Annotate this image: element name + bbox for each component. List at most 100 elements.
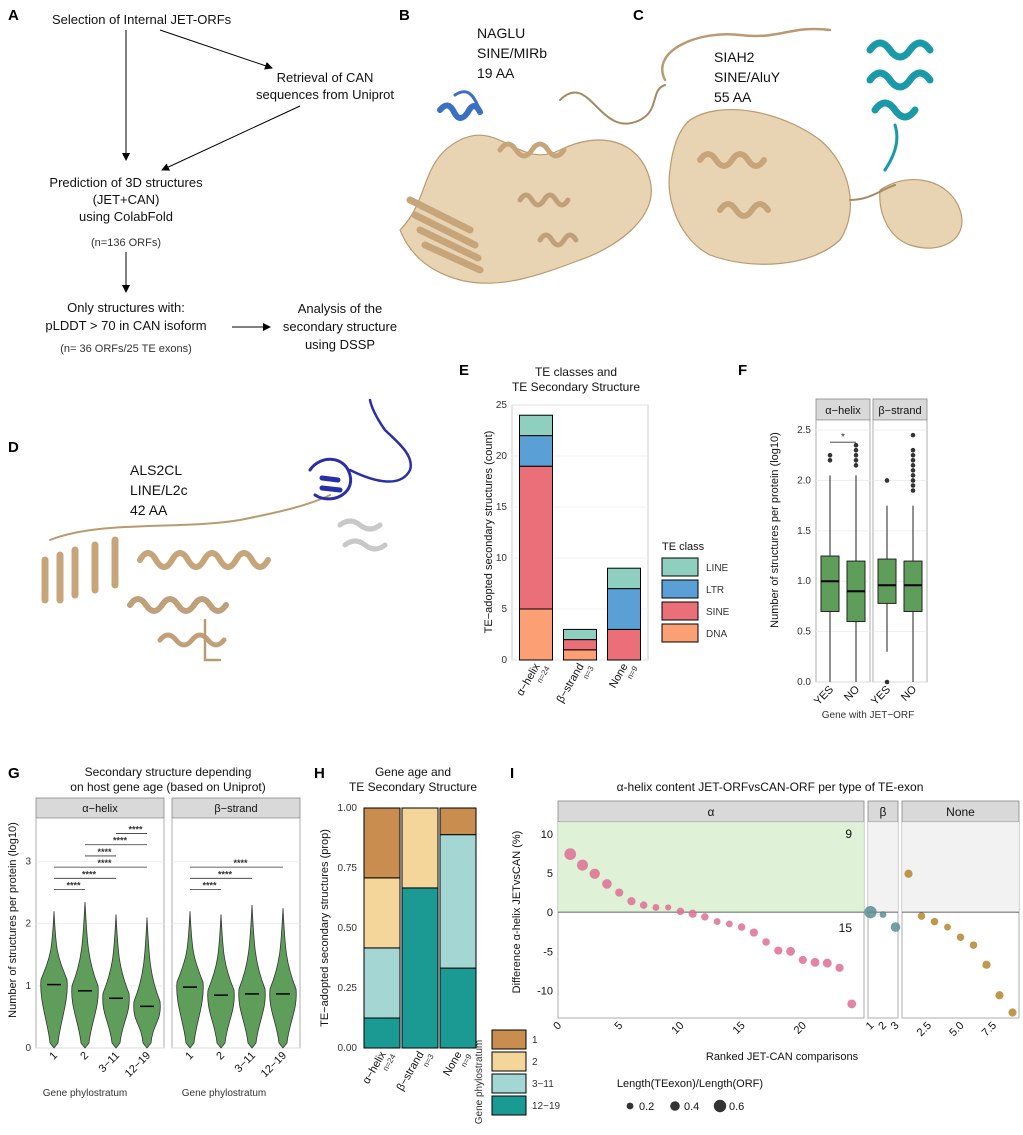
chart-f-facet-panel bbox=[872, 419, 928, 683]
flow-retrieval-1: Retrieval of CAN bbox=[277, 70, 374, 85]
chart-i-y-tick: 0 bbox=[547, 907, 553, 919]
chart-e-y-ticks: 0 5 10 15 20 25 bbox=[496, 400, 508, 666]
chart-i-x-tick: 2 bbox=[876, 1020, 889, 1033]
chart-f-y-tick: 2.5 bbox=[797, 425, 811, 436]
chart-g-y-tick: 1 bbox=[25, 981, 31, 992]
chart-e-y-label: TE−adopted secondary structures (count) bbox=[483, 431, 495, 634]
chart-e-bars bbox=[519, 414, 641, 661]
chart-g-y-tick: 0 bbox=[25, 1043, 31, 1054]
chart-f-outlier bbox=[910, 473, 916, 478]
chart-h-legend-swatch bbox=[491, 1051, 527, 1072]
chart-i-x-tick: 2.5 bbox=[915, 1020, 934, 1039]
struct-c-gene: SIAH2 bbox=[714, 49, 755, 65]
chart-g-y-tick: 3 bbox=[25, 857, 31, 868]
chart-h-bar-segment bbox=[401, 887, 439, 1049]
chart-f-outlier bbox=[853, 458, 859, 463]
chart-g-signif: **** bbox=[82, 869, 97, 879]
flow-only-1: Only structures with: bbox=[67, 300, 185, 315]
chart-i-point bbox=[956, 933, 965, 941]
chart-i-size-legend-label: 0.2 bbox=[639, 1101, 654, 1113]
chart-f-outlier bbox=[884, 478, 890, 483]
chart-f-x-tick: YES bbox=[869, 684, 893, 708]
chart-f-outlier bbox=[910, 468, 916, 473]
chart-g-violin bbox=[238, 905, 266, 1049]
chart-f-box bbox=[820, 555, 840, 612]
chart-h-bars bbox=[363, 807, 477, 1049]
chart-i-point bbox=[701, 913, 709, 921]
chart-g-signif: **** bbox=[97, 847, 112, 857]
chart-g-signif: **** bbox=[202, 880, 217, 890]
chart-h-legend-label: 1 bbox=[532, 1035, 538, 1046]
chart-f-outlier bbox=[853, 463, 859, 468]
chart-g-x-label-2: Gene phylostratum bbox=[182, 1088, 267, 1099]
chart-i-x-tick: 10 bbox=[669, 1020, 686, 1037]
chart-f-outlier bbox=[853, 442, 859, 448]
chart-g-x-tick: 2 bbox=[78, 1050, 91, 1063]
chart-g-violin bbox=[71, 901, 99, 1049]
chart-i-shade bbox=[868, 822, 898, 913]
chart-i-point bbox=[982, 960, 991, 969]
chart-g-violin bbox=[176, 911, 204, 1049]
panel-c: C SIAH2 SINE/AluY 55 AA bbox=[633, 7, 963, 265]
struct-b-len: 19 AA bbox=[477, 65, 515, 81]
panel-h: H Gene age and TE Secondary Structure 0.… bbox=[314, 765, 561, 1124]
chart-h-bar-segment bbox=[401, 807, 439, 889]
panel-d: D ALS2CL LINE/L2c 42 AA bbox=[8, 398, 413, 662]
chart-e-y-tick: 25 bbox=[496, 400, 508, 411]
chart-e-legend-title: TE class bbox=[662, 541, 705, 553]
panel-label-h: H bbox=[314, 765, 325, 782]
chart-i-point bbox=[774, 946, 783, 955]
chart-g-violin bbox=[102, 914, 130, 1049]
chart-h-title: Gene age and bbox=[375, 765, 451, 779]
chart-g-title: Secondary structure depending bbox=[85, 765, 252, 779]
chart-g-violin bbox=[207, 914, 235, 1049]
protein-structure-d bbox=[41, 398, 413, 662]
chart-e-legend-label: SINE bbox=[706, 607, 730, 618]
chart-e-y-tick: 20 bbox=[496, 451, 508, 462]
chart-i-x-tick: 3 bbox=[889, 1020, 902, 1033]
chart-f-x-tick: NO bbox=[899, 683, 919, 703]
chart-i-point bbox=[762, 938, 770, 946]
chart-i-size-legend-label: 0.6 bbox=[729, 1101, 744, 1113]
panel-label-b: B bbox=[399, 7, 410, 24]
chart-i-facets: α 0 5 10 15 20 β 1 2 3 None 2.5 5.0 7.5 10 5 0 -5 -10 9 15 bbox=[537, 800, 1020, 1039]
chart-i-y-tick: 10 bbox=[541, 829, 553, 841]
flow-predict-4: (n=136 ORFs) bbox=[91, 237, 161, 249]
chart-h-legend-label: 2 bbox=[532, 1057, 538, 1068]
chart-e-bar-sine bbox=[607, 628, 641, 661]
chart-f-box bbox=[877, 558, 897, 604]
struct-d-len: 42 AA bbox=[130, 502, 168, 518]
chart-i-title: α-helix content JET-ORFvsCAN-ORF per typ… bbox=[617, 780, 924, 794]
chart-i-x-tick: 7.5 bbox=[980, 1020, 999, 1039]
chart-f-outlier bbox=[853, 452, 859, 458]
flow-predict-3: using ColabFold bbox=[79, 209, 173, 224]
chart-e-bar-dna bbox=[519, 608, 553, 661]
flow-predict-2: (JET+CAN) bbox=[93, 192, 160, 207]
chart-f-outlier bbox=[884, 679, 890, 685]
chart-g-signif: **** bbox=[233, 858, 248, 868]
chart-h-bar-segment bbox=[363, 947, 401, 1019]
chart-f-x-tick: NO bbox=[842, 683, 862, 703]
chart-i-shade bbox=[558, 822, 864, 913]
chart-i-point bbox=[627, 897, 636, 906]
struct-b-gene: NAGLU bbox=[477, 25, 525, 41]
chart-i-count-below: 15 bbox=[839, 921, 853, 935]
chart-i-point bbox=[847, 999, 857, 1009]
chart-i-point bbox=[639, 901, 648, 909]
chart-f-outlier bbox=[910, 432, 916, 438]
chart-i-point bbox=[576, 859, 588, 871]
chart-e-legend: LINE LTR SINE DNA bbox=[661, 557, 730, 643]
chart-i-point bbox=[676, 907, 685, 916]
chart-e-legend-swatch-dna bbox=[661, 623, 699, 643]
chart-i-point bbox=[810, 957, 820, 967]
chart-i-size-legend-label: 0.4 bbox=[684, 1101, 699, 1113]
chart-i-point bbox=[564, 848, 577, 860]
chart-h-y-tick: 0.75 bbox=[338, 863, 358, 874]
chart-f-y-tick: 2.0 bbox=[797, 475, 811, 486]
chart-g-x-tick: 12−19 bbox=[123, 1050, 153, 1080]
chart-e-bar-line bbox=[607, 567, 641, 590]
